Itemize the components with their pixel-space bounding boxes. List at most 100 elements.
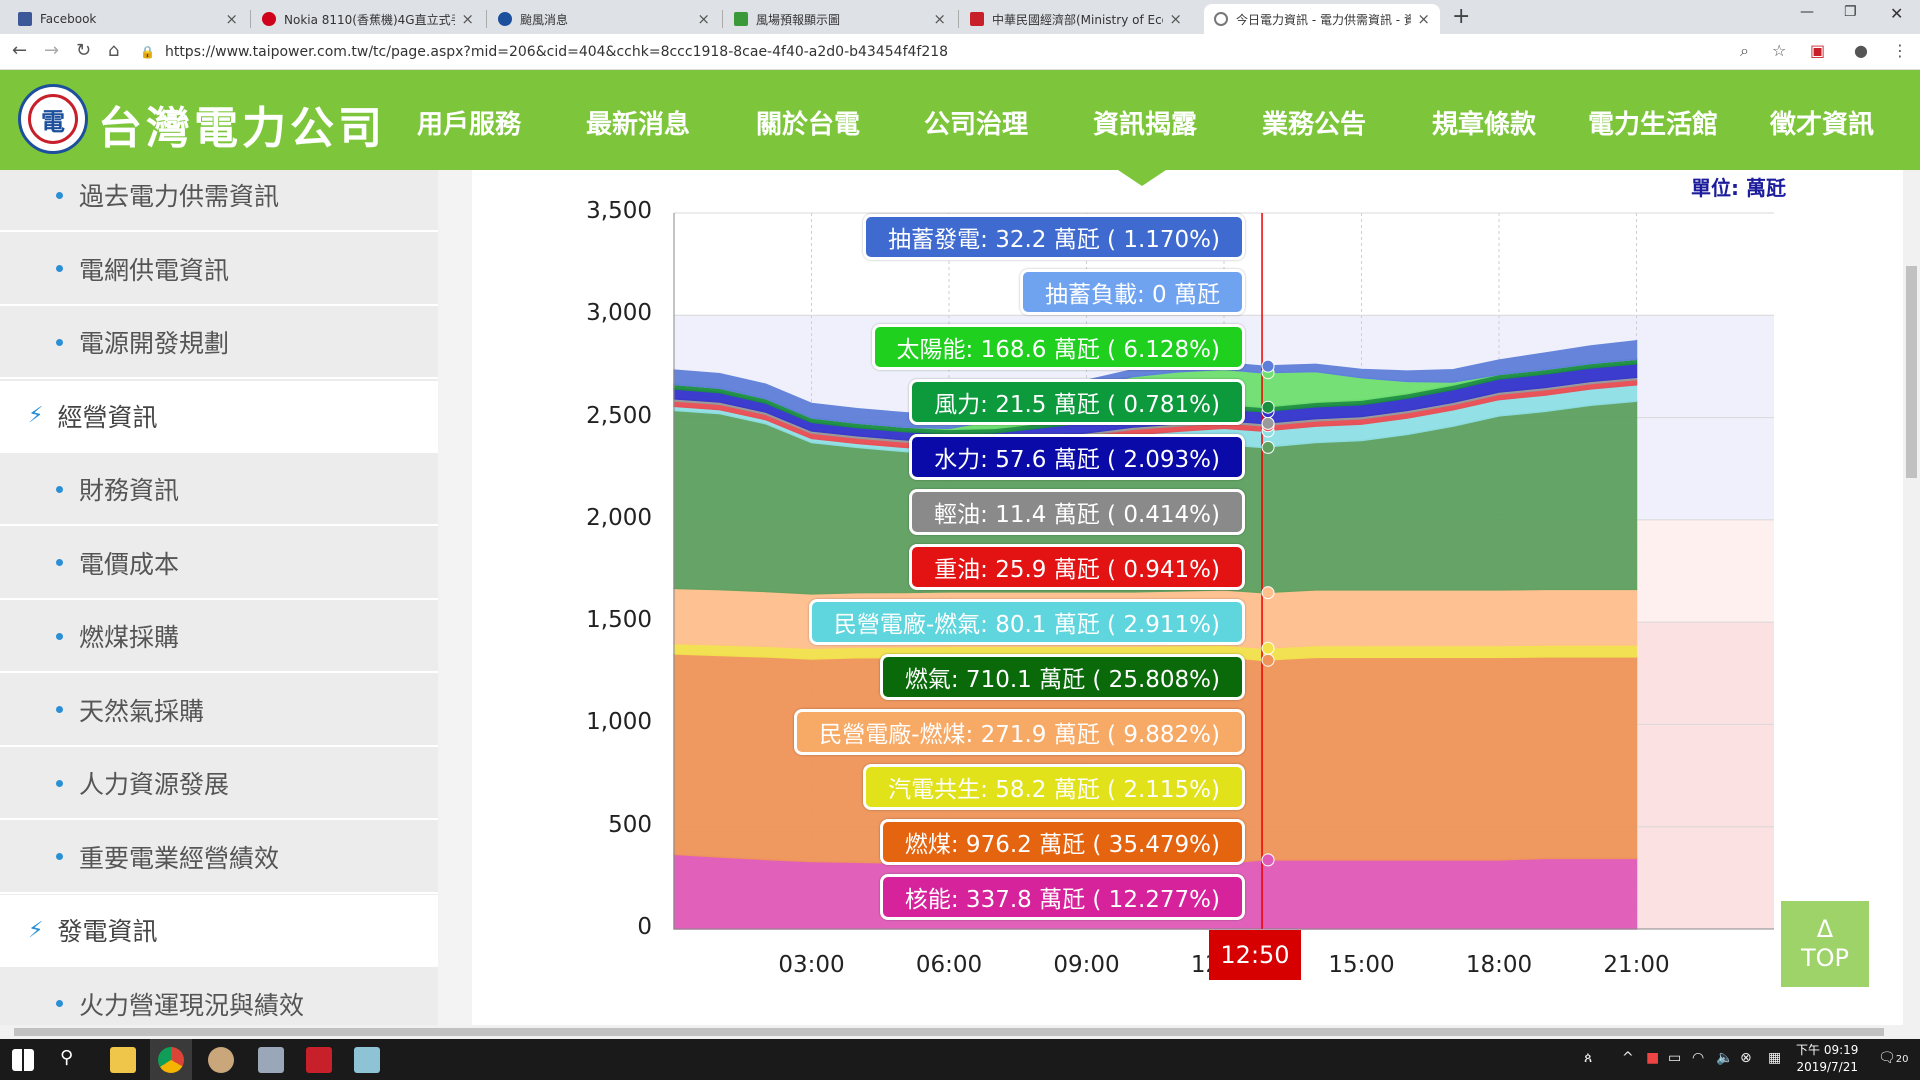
close-tab-icon[interactable]: × [225,10,238,28]
reload-icon[interactable]: ↻ [76,40,92,61]
sidebar-item[interactable]: 人力資源發展 [0,748,438,820]
sidebar-item-label: 電價成本 [79,549,180,579]
x-tick-label: 09:00 [1053,952,1120,978]
tray-chevron-icon[interactable]: ^ [1622,1050,1634,1066]
wifi-icon[interactable]: ◠ [1692,1050,1705,1066]
content-gutter [438,170,472,1025]
network-icon[interactable]: ⊗ [1740,1050,1752,1066]
globe-favicon-icon [1214,12,1228,26]
scrollbar-thumb[interactable] [14,1028,1884,1036]
taipower-logo[interactable]: 電 [18,84,88,154]
tooltip-entry: 輕油: 11.4 萬瓩 ( 0.414%) [909,489,1245,535]
ime-icon[interactable]: ▦ [1768,1050,1782,1066]
x-tick-label: 06:00 [915,952,983,978]
extension-icon[interactable]: ▣ [1810,41,1826,60]
forward-icon[interactable]: → [44,40,60,61]
close-window-icon[interactable]: ✕ [1890,4,1904,23]
security-icon[interactable]: ■ [1646,1050,1660,1066]
sidebar-item[interactable]: 重要電業經營績效 [0,822,438,894]
clock-date: 2019/7/21 [1796,1060,1858,1074]
app-icon[interactable] [306,1047,332,1073]
menu-kebab-icon[interactable]: ⋮ [1892,41,1908,60]
restore-icon[interactable]: ❐ [1844,4,1857,20]
nav-governance[interactable]: 公司治理 [924,110,1029,140]
sidebar-section[interactable]: ⚡ 經營資訊 [0,380,438,453]
x-tick-label: 21:00 [1603,952,1670,978]
sidebar-item[interactable]: 火力營運現況與績效 [0,969,438,1026]
nav-life[interactable]: 電力生活館 [1588,110,1719,140]
sidebar-item-label: 人力資源發展 [79,770,230,799]
cursor-time-label: 12:50 [1209,930,1301,980]
facebook-favicon-icon [18,12,32,26]
sidebar-item[interactable]: 天然氣採購 [0,675,438,747]
windows-start-icon[interactable] [12,1049,34,1071]
y-tick-label: 2,500 [586,402,652,429]
tooltip-entry: 太陽能: 168.6 萬瓩 ( 6.128%) [871,324,1245,370]
nav-news[interactable]: 最新消息 [586,110,691,140]
battery-icon[interactable]: ▭ [1668,1050,1682,1066]
bullet-icon [56,559,63,566]
tab-nokia[interactable]: Nokia 8110(香蕉機)4G直立式手 × [252,4,484,34]
scrollbar-thumb[interactable] [1906,266,1917,478]
url-field[interactable]: 🔒 https://www.taipower.com.tw/tc/page.as… [140,38,1760,66]
nav-regulations[interactable]: 規章條款 [1432,110,1537,140]
chrome-icon[interactable] [158,1047,184,1073]
close-tab-icon[interactable]: × [697,10,710,28]
nav-customer-service[interactable]: 用戶服務 [417,110,522,140]
sidebar-section[interactable]: ⚡ 發電資訊 [0,895,438,967]
home-icon[interactable]: ⌂ [108,40,120,61]
back-icon[interactable]: ← [12,40,28,61]
volume-icon[interactable]: 🔈 [1716,1050,1734,1066]
tab-divider [250,10,251,28]
close-tab-icon[interactable]: × [1169,10,1182,28]
sidebar-item[interactable]: 電源開發規劃 [0,307,438,379]
profile-avatar-icon[interactable]: ● [1854,41,1868,60]
close-tab-icon[interactable]: × [461,10,474,28]
sidebar-item[interactable]: 電價成本 [0,528,438,600]
x-tick-label: 15:00 [1328,952,1395,978]
site-name[interactable]: 台灣電力公司 [98,103,386,154]
zoom-icon[interactable]: ⌕ [1740,41,1749,60]
file-explorer-icon[interactable] [110,1047,136,1073]
close-tab-icon[interactable]: × [933,10,946,28]
search-icon[interactable]: ⚲ [60,1047,74,1068]
eye-favicon-icon [498,12,512,26]
cursor-marker-抽蓄發電 [1261,359,1275,373]
tab-moea[interactable]: 中華民國經濟部(Ministry of Eco × [960,4,1192,34]
nav-about[interactable]: 關於台電 [756,110,861,140]
tooltip-entry: 水力: 57.6 萬瓩 ( 2.093%) [909,434,1245,480]
minimize-icon[interactable]: — [1800,4,1814,20]
tab-taipower[interactable]: 今日電力資訊 - 電力供需資訊 - 資 × [1204,4,1440,34]
sidebar-item[interactable]: 電網供電資訊 [0,234,438,306]
nav-careers[interactable]: 徵才資訊 [1770,110,1875,140]
notification-count: 20 [1895,1054,1909,1065]
taskbar-clock[interactable]: 下午 09:19 2019/7/21 [1796,1042,1858,1076]
close-tab-icon[interactable]: × [1417,10,1430,28]
cursor-marker-燃煤 [1261,653,1275,667]
y-tick-label: 3,000 [586,300,652,327]
vertical-scrollbar[interactable] [1903,170,1920,1025]
y-tick-label: 3,500 [586,198,652,224]
tooltip-entry: 抽蓄負載: 0 萬瓩 [1019,269,1245,315]
app-icon[interactable] [354,1047,380,1073]
sidebar-item[interactable]: 財務資訊 [0,454,438,526]
x-tick-label: 03:00 [778,952,845,978]
bullet-icon [56,265,63,272]
sidebar-item[interactable]: 燃煤採購 [0,601,438,673]
app-icon[interactable] [258,1047,284,1073]
people-icon[interactable]: ጰ [1584,1050,1593,1066]
notification-icon[interactable]: 🗨20 [1878,1050,1909,1066]
tab-facebook[interactable]: Facebook × [8,4,248,34]
app-icon[interactable] [208,1047,234,1073]
bullet-icon [56,191,63,199]
sidebar-item[interactable]: 過去電力供需資訊 [0,170,438,232]
horizontal-scrollbar[interactable] [0,1025,1920,1039]
clock-time: 下午 09:19 [1796,1043,1859,1057]
bookmark-star-icon[interactable]: ☆ [1772,41,1787,60]
new-tab-icon[interactable]: + [1452,4,1471,29]
back-to-top-button[interactable]: Δ TOP [1781,901,1869,987]
tab-wind[interactable]: 風場預報顯示圖 × [724,4,956,34]
nav-announcements[interactable]: 業務公告 [1262,110,1367,140]
nav-disclosure[interactable]: 資訊揭露 [1093,110,1198,140]
tab-typhoon[interactable]: 颱風消息 × [488,4,720,34]
